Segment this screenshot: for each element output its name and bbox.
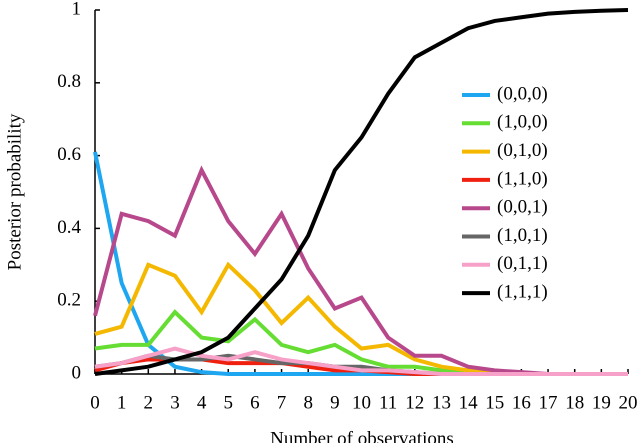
y-tick-label: 0.4 <box>57 217 81 238</box>
legend-label: (0,1,0) <box>497 140 548 161</box>
series-line <box>93 151 628 376</box>
x-tick-label: 5 <box>224 392 234 413</box>
legend-label: (0,0,0) <box>497 83 548 104</box>
y-tick-label: 0.6 <box>57 144 81 165</box>
series-line <box>94 8 629 376</box>
x-tick-label: 15 <box>485 392 504 413</box>
x-tick-label: 9 <box>330 392 340 413</box>
legend-label: (1,1,1) <box>497 281 548 302</box>
x-axis-label: Number of observations <box>270 428 454 443</box>
y-tick-label: 0 <box>72 362 82 383</box>
x-tick-label: 6 <box>250 392 260 413</box>
y-tick-label: 1 <box>72 0 82 19</box>
x-tick-label: 7 <box>277 392 287 413</box>
y-tick-label: 0.8 <box>57 71 81 92</box>
x-tick-label: 13 <box>432 392 451 413</box>
x-tick-label: 0 <box>90 392 100 413</box>
x-tick-label: 12 <box>405 392 424 413</box>
x-tick-label: 16 <box>512 392 531 413</box>
x-tick-label: 4 <box>197 392 207 413</box>
x-tick-label: 11 <box>379 392 397 413</box>
legend-label: (1,0,1) <box>497 225 548 246</box>
legend-label: (0,1,1) <box>497 253 548 274</box>
y-axis-label: Posterior probability <box>4 113 25 270</box>
x-tick-label: 18 <box>565 392 584 413</box>
x-tick-label: 1 <box>117 392 127 413</box>
x-tick-label: 2 <box>144 392 154 413</box>
legend-label: (1,1,0) <box>497 168 548 189</box>
x-tick-label: 20 <box>619 392 638 413</box>
legend-label: (0,0,1) <box>497 197 548 218</box>
x-tick-label: 3 <box>170 392 180 413</box>
x-tick-label: 17 <box>539 392 558 413</box>
x-tick-label: 8 <box>303 392 313 413</box>
x-tick-label: 19 <box>592 392 611 413</box>
x-tick-label: 14 <box>459 392 479 413</box>
x-tick-label: 10 <box>352 392 371 413</box>
series-line <box>93 165 628 376</box>
legend-label: (1,0,0) <box>497 112 548 133</box>
series-line <box>94 346 628 376</box>
y-tick-label: 0.2 <box>57 290 81 311</box>
